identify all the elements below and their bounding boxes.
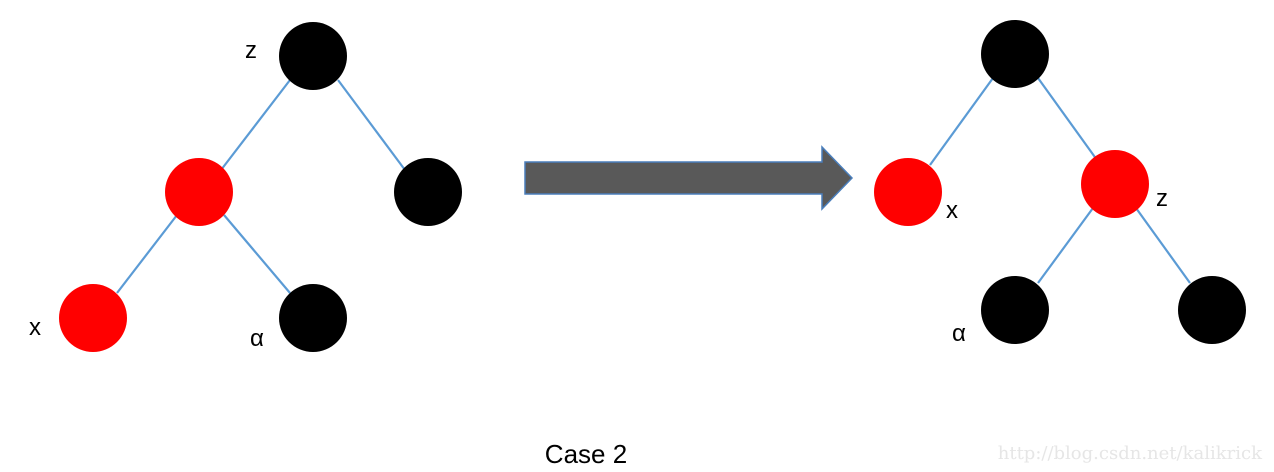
right-node-x	[874, 158, 942, 226]
right-edge-z-uncle	[1135, 207, 1191, 284]
left-edge-parent-x	[116, 214, 178, 294]
left-node-z	[279, 22, 347, 90]
left-edge-z-uncle	[337, 79, 406, 171]
left-label-alpha: α	[250, 325, 264, 352]
right-node-root	[981, 20, 1049, 88]
left-edge-z-parent	[220, 79, 291, 171]
right-label-z: z	[1156, 185, 1168, 212]
right-node-alpha	[981, 276, 1049, 344]
right-edge-root-z	[1037, 77, 1098, 161]
right-tree: x z α	[874, 20, 1246, 347]
right-node-uncle	[1178, 276, 1246, 344]
right-node-z	[1081, 150, 1149, 218]
right-edge-z-alpha	[1037, 207, 1094, 284]
left-label-z: z	[245, 37, 257, 64]
right-label-x: x	[946, 197, 958, 224]
left-node-alpha	[279, 284, 347, 352]
left-node-uncle	[394, 158, 462, 226]
right-edge-root-x	[929, 77, 994, 166]
left-node-x-parent	[165, 158, 233, 226]
right-arrow-icon	[524, 145, 854, 211]
left-node-x	[59, 284, 127, 352]
left-label-x: x	[29, 314, 41, 341]
diagram-caption: Case 2	[545, 439, 627, 469]
left-tree: z x α	[29, 22, 462, 352]
watermark-text: http://blog.csdn.net/kalikrick	[998, 443, 1263, 464]
left-edge-parent-alpha	[223, 214, 291, 294]
right-label-alpha: α	[952, 320, 966, 347]
